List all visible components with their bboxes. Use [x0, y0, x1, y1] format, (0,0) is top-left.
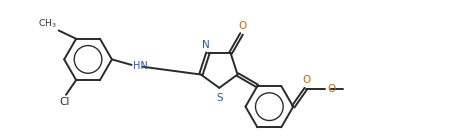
- Text: O: O: [238, 21, 246, 31]
- Text: O: O: [302, 75, 310, 85]
- Text: S: S: [216, 93, 223, 103]
- Text: HN: HN: [132, 61, 147, 71]
- Text: O: O: [326, 84, 335, 94]
- Text: Cl: Cl: [60, 97, 69, 107]
- Text: N: N: [201, 40, 209, 50]
- Text: CH$_3$: CH$_3$: [38, 17, 56, 30]
